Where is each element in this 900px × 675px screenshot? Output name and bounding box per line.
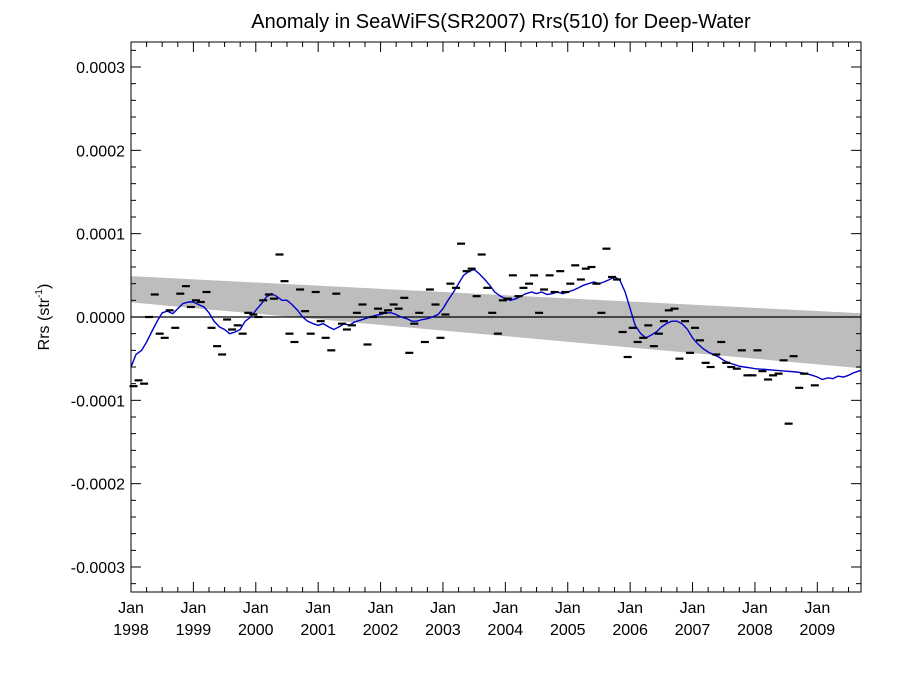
y-axis-label-close: ) [36, 284, 53, 289]
x-tick-month-label: Jan [804, 600, 830, 617]
y-tick-label: 0.0001 [76, 227, 125, 244]
x-tick-month-label: Jan [118, 600, 144, 617]
y-tick-label: 0.0003 [76, 60, 125, 77]
y-axis-label-sup: -1 [34, 289, 45, 298]
trend-confidence-band [131, 276, 861, 369]
x-tick-year-label: 2005 [550, 622, 586, 639]
y-axis-label: Rrs (str-1) [34, 284, 53, 351]
x-tick-month-label: Jan [742, 600, 768, 617]
y-tick-label: -0.0003 [71, 560, 125, 577]
x-tick-year-label: 2007 [675, 622, 711, 639]
x-tick-year-label: 2002 [363, 622, 399, 639]
x-tick-month-label: Jan [680, 600, 706, 617]
x-tick-month-label: Jan [492, 600, 518, 617]
y-tick-label: -0.0002 [71, 477, 125, 494]
x-tick-year-label: 2004 [488, 622, 524, 639]
y-tick-label: 0.0002 [76, 143, 125, 160]
x-axis-ticks: Jan 1998 Jan 1999 Jan 2000 Jan 2001 Jan 2002 Jan 20… [113, 42, 850, 639]
trend-band-layer [131, 276, 861, 369]
running-mean-layer [130, 268, 862, 381]
x-tick-year-label: 2006 [612, 622, 648, 639]
x-tick-year-label: 2003 [425, 622, 461, 639]
x-tick-month-label: Jan [430, 600, 456, 617]
chart-title: Anomaly in SeaWiFS(SR2007) Rrs(510) for … [251, 11, 751, 33]
y-axis-ticks: -0.0003 -0.0002 -0.0001 0.0000 0.0001 0.0002 0… [71, 49, 861, 585]
y-axis-label-main: Rrs (str [36, 297, 53, 350]
x-tick-month-label: Jan [617, 600, 643, 617]
y-tick-label: -0.0001 [71, 393, 125, 410]
x-tick-month-label: Jan [243, 600, 269, 617]
x-tick-year-label: 2009 [800, 622, 836, 639]
y-tick-label: 0.0000 [76, 310, 125, 327]
x-tick-year-label: 1999 [176, 622, 212, 639]
x-tick-month-label: Jan [368, 600, 394, 617]
x-tick-month-label: Jan [305, 600, 331, 617]
x-tick-month-label: Jan [180, 600, 206, 617]
x-tick-year-label: 1998 [113, 622, 149, 639]
x-tick-year-label: 2008 [737, 622, 773, 639]
running-mean-line [130, 268, 862, 381]
monthly-points-layer [129, 242, 819, 425]
x-tick-month-label: Jan [555, 600, 581, 617]
x-tick-year-label: 2001 [300, 622, 336, 639]
x-tick-year-label: 2000 [238, 622, 274, 639]
